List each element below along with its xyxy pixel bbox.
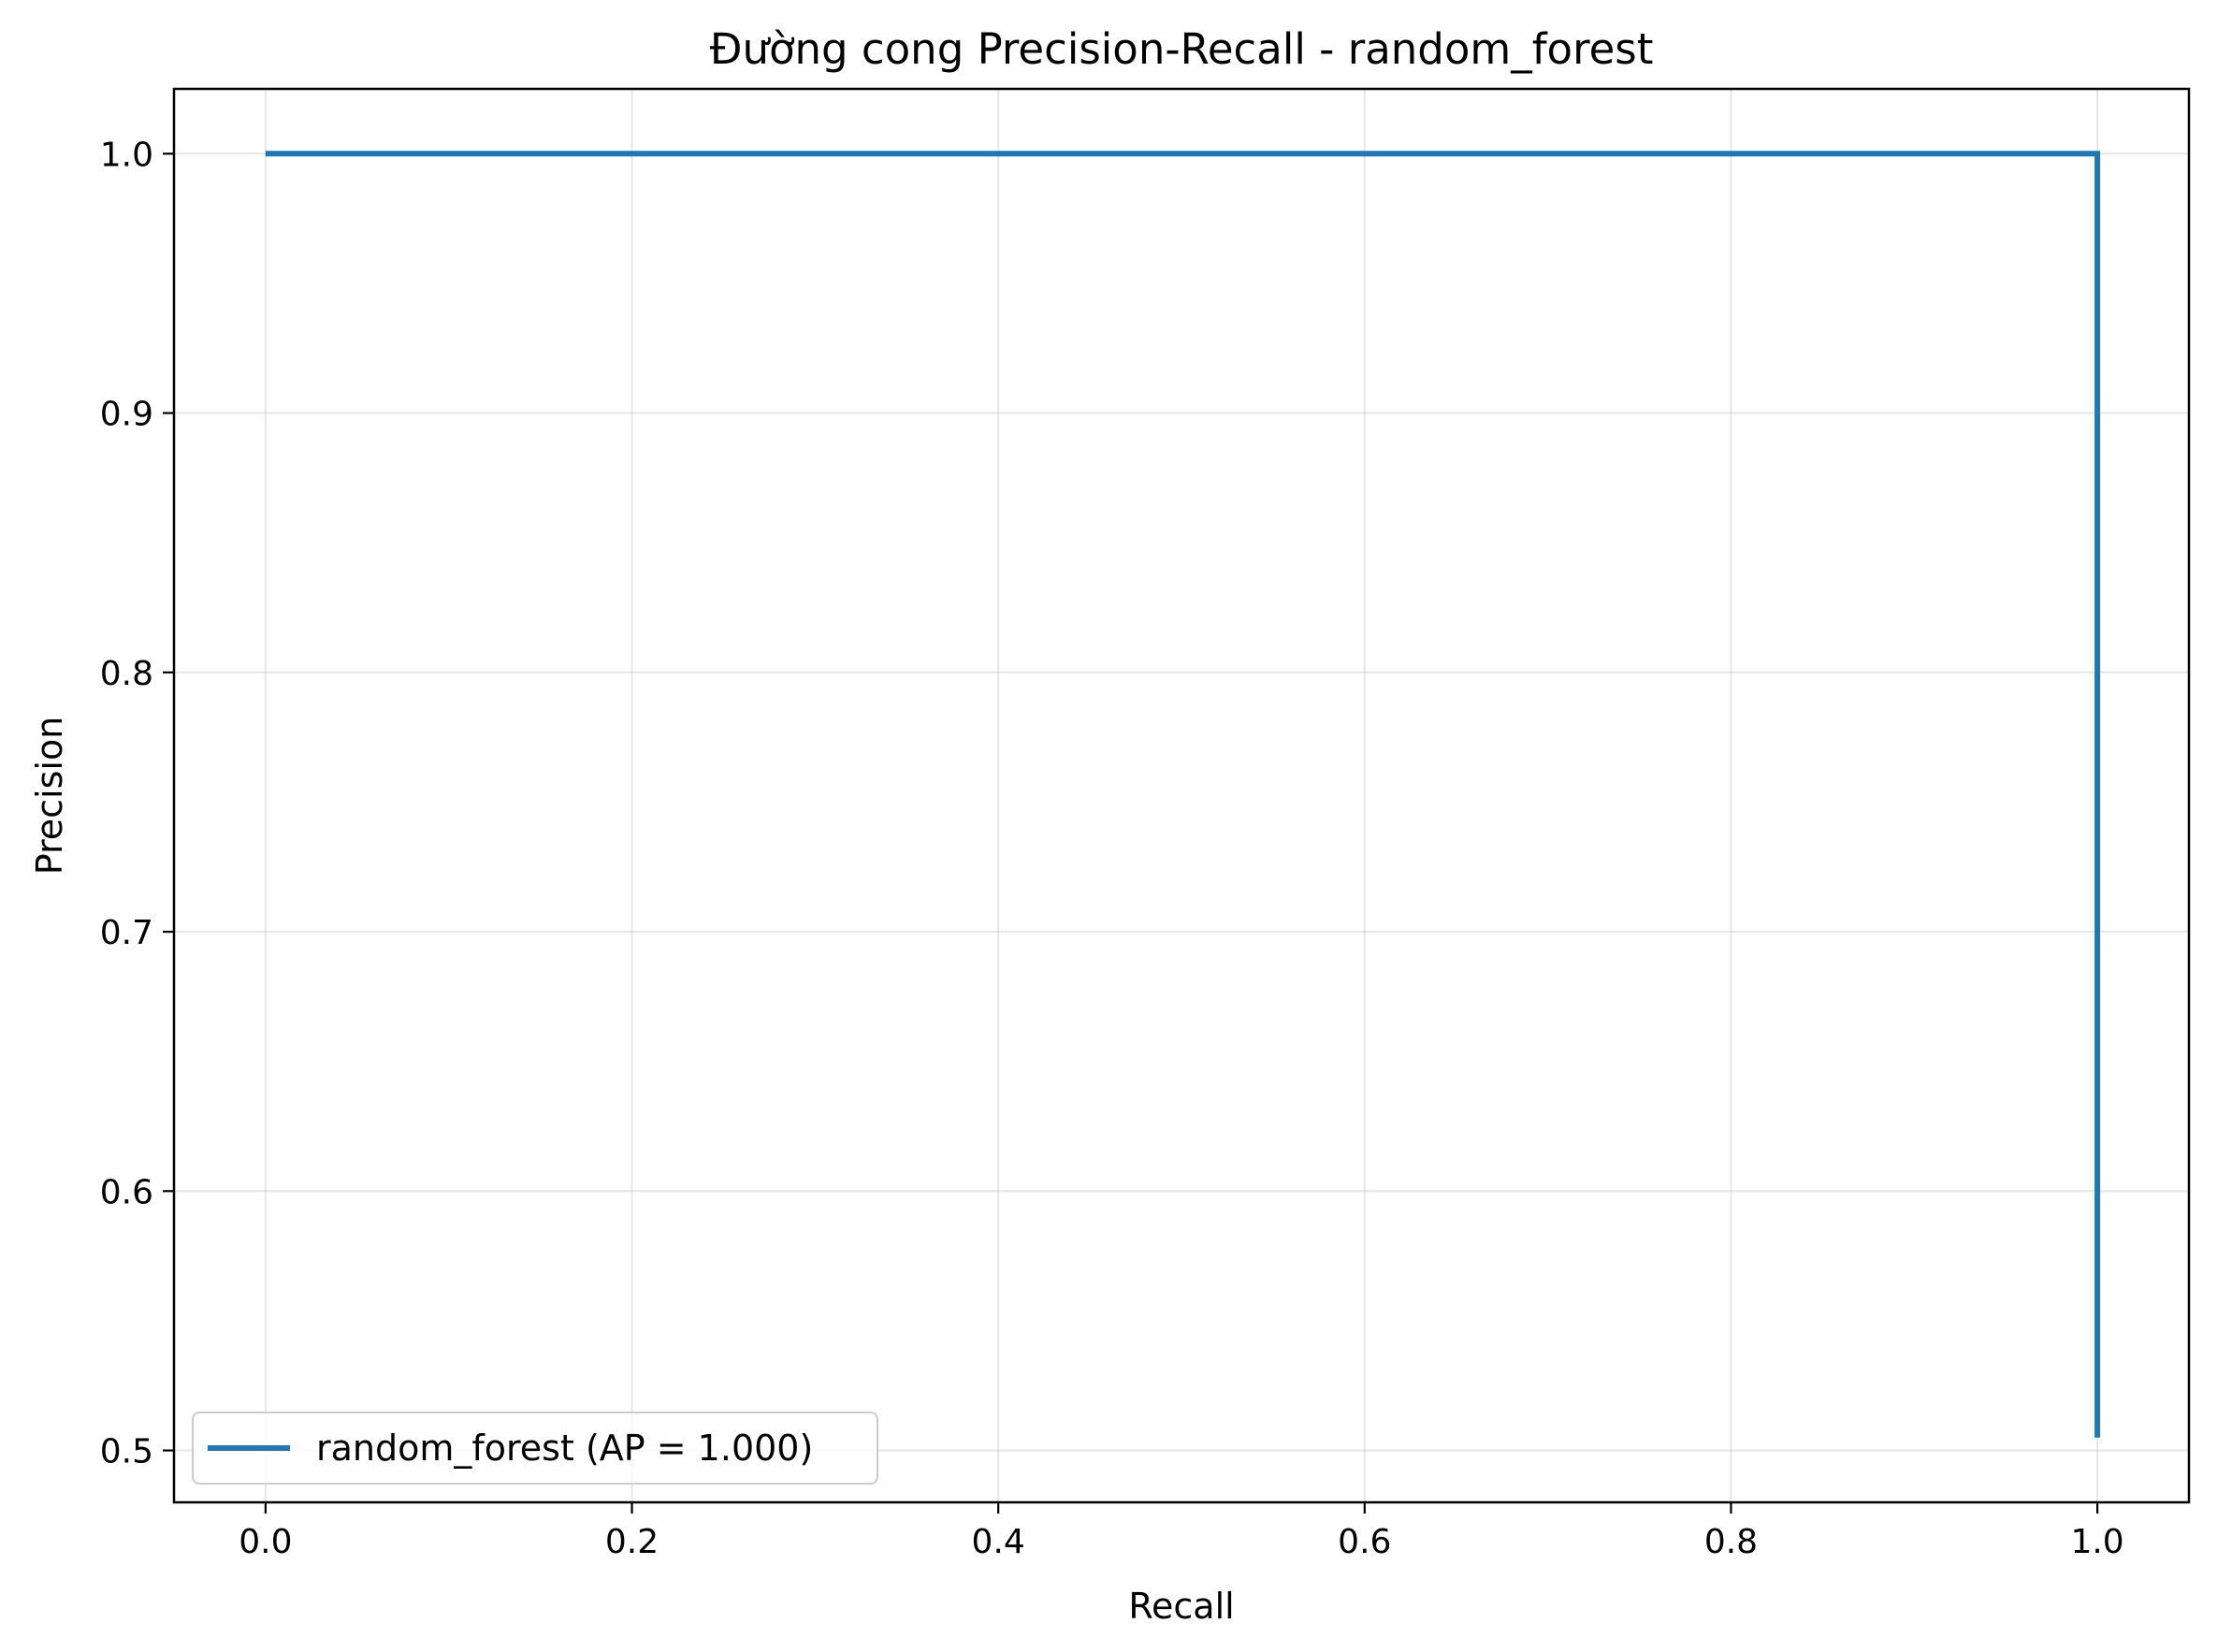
x-tick-label: 0.6 [1338, 1523, 1391, 1561]
y-tick-label: 0.7 [100, 914, 153, 952]
legend-label: random_forest (AP = 1.000) [316, 1427, 813, 1469]
x-axis-label: Recall [1128, 1586, 1234, 1627]
x-tick-label: 0.2 [605, 1523, 659, 1561]
y-tick-label: 0.5 [100, 1433, 153, 1471]
x-tick-label: 1.0 [2070, 1523, 2123, 1561]
y-tick-label: 0.9 [100, 396, 153, 434]
y-tick-label: 1.0 [100, 136, 153, 174]
ticks: 0.0 0.2 0.4 0.6 0.8 1.0 0.5 0.6 0.7 0.8 0.9 1.0 [100, 136, 2124, 1561]
y-axis-label: Precision [29, 717, 70, 876]
y-tick-label: 0.6 [100, 1173, 153, 1211]
x-tick-label: 0.8 [1704, 1523, 1758, 1561]
legend: random_forest (AP = 1.000) [192, 1412, 878, 1485]
series-layer [265, 151, 2101, 1438]
chart-title: Đường cong Precision-Recall - random_for… [710, 24, 1654, 74]
series-line [265, 151, 2101, 1438]
x-tick-label: 0.0 [239, 1523, 292, 1561]
y-tick-label: 0.8 [100, 655, 153, 693]
legend-box [192, 1412, 878, 1485]
x-tick-label: 0.4 [972, 1523, 1025, 1561]
plot-frame [172, 87, 2191, 1504]
